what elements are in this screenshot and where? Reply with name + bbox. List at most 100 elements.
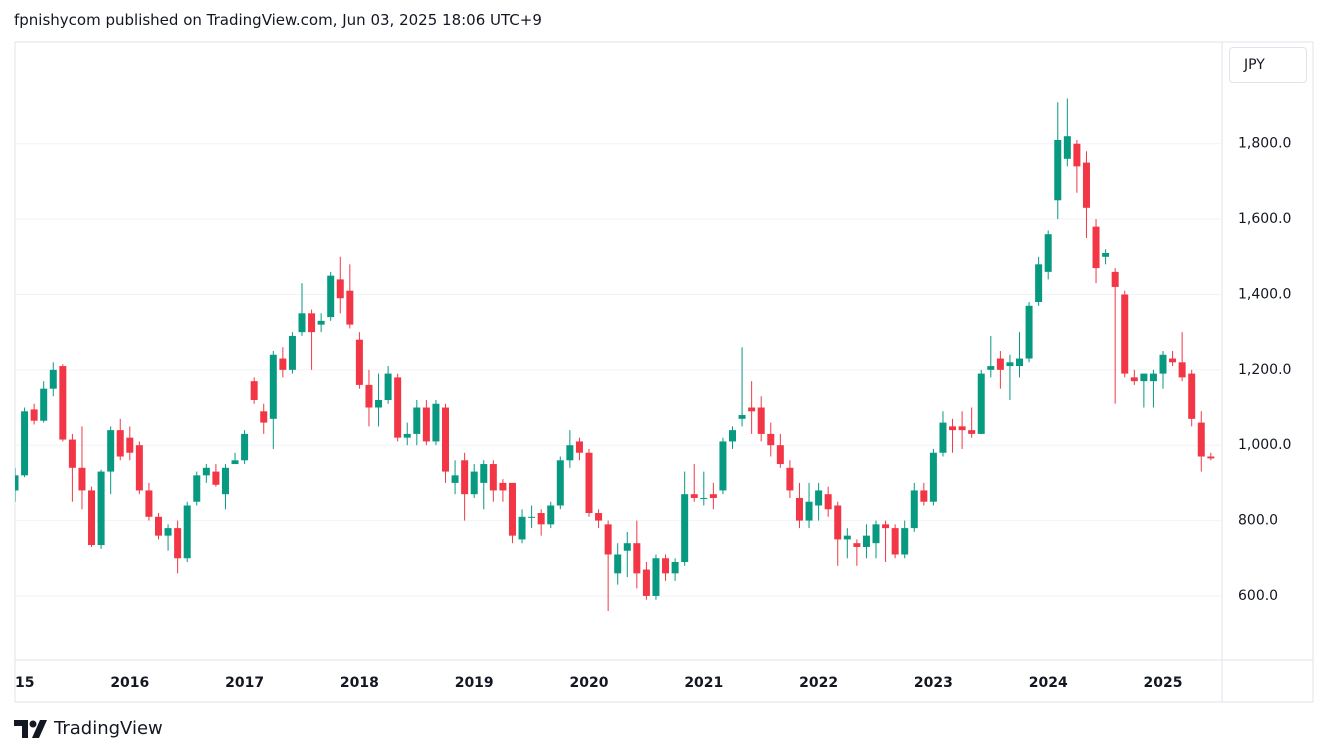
- candle-body: [1169, 358, 1177, 363]
- candle-body: [872, 524, 880, 544]
- candle-body: [470, 471, 478, 495]
- candle-body: [537, 513, 545, 525]
- y-tick-label: 1,400.0: [1238, 286, 1291, 302]
- x-tick-label: 2024: [1029, 675, 1068, 691]
- x-tick-label: 2025: [1144, 675, 1183, 691]
- x-tick-label: 2023: [914, 675, 953, 691]
- candle-body: [776, 445, 784, 465]
- candle-body: [308, 313, 316, 333]
- candle-body: [949, 426, 957, 431]
- candle-body: [499, 482, 507, 491]
- candle-body: [97, 471, 105, 546]
- candle-body: [183, 505, 191, 559]
- y-tick-label: 1,600.0: [1238, 211, 1291, 227]
- candle-body: [843, 535, 851, 540]
- candle-body: [729, 430, 737, 442]
- candle-body: [422, 407, 430, 442]
- candle-body: [135, 445, 143, 491]
- candle-body: [528, 516, 536, 518]
- candle-body: [231, 460, 239, 465]
- candle-body: [1006, 362, 1014, 367]
- candle-body: [193, 475, 201, 502]
- candle-body: [968, 430, 976, 434]
- candle-body: [442, 407, 450, 472]
- candle-body: [614, 554, 622, 574]
- candle-body: [221, 467, 229, 495]
- candle-body: [547, 505, 555, 525]
- candle-body: [958, 426, 966, 431]
- y-tick-label: 1,200.0: [1238, 362, 1291, 378]
- candle-body: [355, 339, 363, 385]
- candle-body: [862, 535, 870, 547]
- candle-body: [365, 384, 373, 408]
- candle-body: [145, 490, 153, 517]
- candle-body: [1092, 226, 1100, 269]
- candle-body: [461, 460, 469, 495]
- candle-body: [882, 524, 890, 529]
- candle-body: [977, 373, 985, 434]
- candle-body: [260, 411, 268, 423]
- candle-body: [767, 433, 775, 446]
- candle-body: [853, 543, 861, 547]
- candle-body: [834, 505, 842, 540]
- candle-body: [336, 279, 344, 299]
- candle-body: [394, 377, 402, 438]
- candle-body: [1025, 305, 1033, 359]
- candle-body: [116, 430, 124, 457]
- candle-body: [30, 409, 38, 421]
- candle-body: [623, 543, 631, 551]
- candle-body: [1016, 358, 1024, 367]
- chart-frame: [14, 41, 1314, 703]
- candle-body: [508, 482, 516, 536]
- candle-body: [1149, 373, 1157, 382]
- logo: [14, 719, 47, 738]
- candle-body: [642, 569, 650, 596]
- x-tick-label: 2017: [225, 675, 264, 691]
- candle-body: [518, 516, 526, 540]
- candle-body: [317, 320, 325, 325]
- candle-body: [375, 399, 383, 408]
- candle-body: [1073, 143, 1081, 167]
- x-tick-label: 2021: [684, 675, 723, 691]
- candle-body: [662, 558, 670, 574]
- y-tick-label: 1,000.0: [1238, 437, 1291, 453]
- brand-text: TradingView: [54, 718, 163, 739]
- y-tick-label: 600.0: [1238, 588, 1278, 604]
- x-tick-label: 2016: [110, 675, 149, 691]
- y-tick-label: 800.0: [1238, 513, 1278, 529]
- candle-body: [585, 452, 593, 514]
- candle-body: [174, 528, 182, 559]
- candle-body: [88, 490, 96, 546]
- candle-body: [49, 369, 57, 389]
- candle-body: [21, 411, 29, 476]
- currency-button[interactable]: JPY: [1229, 47, 1307, 83]
- candle-body: [604, 524, 612, 555]
- candle-body: [298, 313, 306, 333]
- candle-body: [155, 516, 163, 536]
- candle-body: [1102, 253, 1110, 257]
- candle-body: [901, 528, 909, 555]
- candle-body: [1159, 354, 1167, 374]
- candle-body: [1044, 234, 1052, 272]
- candle-body: [241, 433, 249, 461]
- candle-body: [939, 422, 947, 453]
- candle-body: [346, 290, 354, 325]
- candle-body: [996, 358, 1004, 370]
- candle-body: [202, 467, 210, 476]
- x-tick-label: 2022: [799, 675, 838, 691]
- candle-body: [1121, 294, 1129, 374]
- candle-body: [566, 445, 574, 461]
- candle-body: [78, 467, 86, 491]
- candle-body: [786, 467, 794, 491]
- candle-body: [269, 354, 277, 419]
- candle-body: [126, 437, 134, 453]
- candle-body: [1140, 373, 1148, 382]
- candle-body: [480, 464, 488, 483]
- candle-body: [757, 407, 765, 434]
- candle-body: [815, 490, 823, 506]
- y-tick-label: 1,800.0: [1238, 136, 1291, 152]
- candle-body: [250, 381, 258, 400]
- candle-body: [384, 373, 392, 400]
